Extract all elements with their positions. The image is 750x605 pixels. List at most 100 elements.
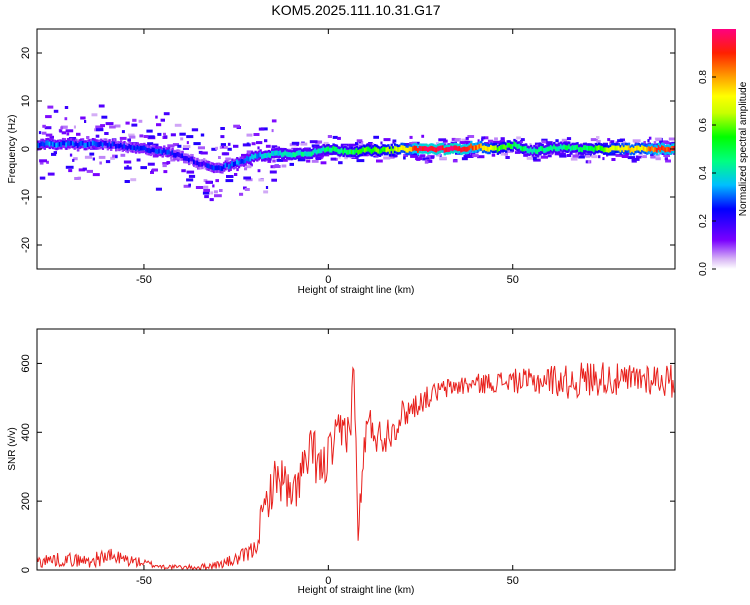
spectrogram-cell — [164, 149, 168, 155]
spectrogram-cell — [300, 151, 304, 157]
spectrogram-cell — [430, 143, 433, 146]
spectrogram-cell — [236, 164, 239, 167]
spectrogram-cell — [201, 166, 204, 170]
spectrogram-cell — [50, 145, 53, 149]
spectrogram-cell — [239, 192, 244, 196]
spectrogram-cell — [614, 143, 617, 146]
spectrogram-cell — [55, 147, 58, 151]
spectrogram-cell — [214, 170, 217, 173]
spectrogram-cell — [436, 146, 440, 152]
spectrogram-cell — [566, 143, 569, 146]
spectrogram-cell — [664, 147, 667, 153]
spectrogram-cell — [448, 144, 451, 147]
spectrogram-cell — [471, 150, 475, 154]
spectrogram-cell — [546, 144, 549, 147]
spectrogram-cell — [652, 147, 656, 153]
spectrogram-cell — [578, 144, 581, 148]
spectrogram-cell — [451, 151, 455, 154]
spectrogram-cell — [267, 157, 271, 160]
spectrogram-cell — [453, 145, 456, 151]
spectrogram-cell — [505, 156, 510, 159]
spectrogram-cell — [171, 155, 174, 158]
spectrogram-cell — [466, 155, 474, 158]
spectrogram-cell — [631, 146, 634, 152]
spectrogram-cell — [234, 166, 237, 169]
spectrogram-cell — [158, 148, 161, 154]
spectrogram-cell — [551, 143, 554, 147]
spectrogram-cell — [548, 151, 551, 154]
spectrogram-cell — [458, 143, 461, 146]
spectrogram-cell — [130, 178, 137, 182]
spectrogram-cell — [267, 149, 271, 153]
spectrogram-cell — [624, 150, 627, 153]
spectrogram-cell — [463, 143, 466, 147]
spectrogram-cell — [45, 140, 48, 146]
spectrogram-cell — [466, 151, 470, 154]
colorbar-tick-label: 0.4 — [698, 166, 709, 180]
spectrogram-cell — [558, 143, 561, 147]
spectrogram-cell — [476, 149, 480, 153]
spectrogram-cell — [91, 113, 98, 117]
spectrogram-cell — [186, 135, 194, 139]
spectrogram-cell — [186, 178, 194, 182]
spectrogram-cell — [569, 151, 573, 154]
spectrogram-cell — [446, 144, 450, 148]
spectrogram-cell — [493, 145, 496, 151]
spectrogram-cell — [661, 145, 664, 151]
spectrogram-cell — [47, 140, 50, 146]
spectrogram-cell — [382, 144, 385, 147]
spectrogram-cell — [657, 142, 661, 146]
spectrogram-cell — [616, 150, 619, 154]
spectrogram-cell — [264, 153, 267, 158]
spectrogram-cell — [152, 143, 159, 147]
spectrogram-cell — [193, 164, 196, 167]
spectrogram-cell — [615, 141, 619, 145]
spectrogram-cell — [481, 136, 486, 140]
spectrogram-cell — [407, 152, 410, 156]
spectrogram-cell — [415, 143, 418, 146]
spectrogram-cell — [60, 147, 63, 150]
spectrogram-cell — [181, 158, 184, 161]
spectrogram-cell — [76, 148, 80, 151]
spectrogram-cell — [271, 155, 274, 159]
spectrogram-cell — [534, 146, 538, 149]
spectrogram-cell — [631, 157, 640, 161]
spectrogram-cell — [647, 151, 651, 154]
spectrogram-cell — [144, 146, 148, 152]
spectrogram-cell — [315, 147, 319, 150]
spectrogram-cell — [85, 147, 88, 151]
spectrogram-cell — [511, 149, 514, 152]
spectrogram-cell — [365, 146, 368, 152]
spectrogram-cell — [545, 141, 548, 145]
spectrogram-cell — [609, 144, 612, 147]
spectrogram-cell — [591, 155, 598, 159]
spectrogram-cell — [574, 145, 578, 151]
spectrogram-cell — [120, 140, 123, 143]
spectrogram-cell — [417, 152, 420, 156]
spectrogram-cell — [312, 147, 315, 150]
spectrogram-cell — [373, 151, 377, 154]
spectrogram-cell — [477, 155, 485, 159]
spectrogram-cell — [604, 143, 607, 147]
spectrogram-cell — [138, 143, 141, 147]
spectrogram-cell — [46, 160, 49, 164]
spectrogram-cell — [143, 150, 146, 153]
spectrogram-cell — [446, 152, 450, 155]
spectrogram-cell — [355, 152, 358, 156]
spectrogram-cell — [664, 144, 667, 148]
spectrogram-cell — [148, 145, 151, 148]
spectrogram-cell — [566, 137, 572, 141]
spectrogram-cell — [604, 144, 607, 148]
spectrogram-cell — [51, 152, 57, 156]
spectrogram-cell — [81, 138, 85, 141]
spectrogram-cell — [116, 143, 120, 149]
spectrogram-cell — [519, 150, 523, 154]
spectrogram-cell — [159, 153, 163, 157]
spectrogram-cell — [523, 143, 526, 147]
spectrogram-cell — [58, 146, 61, 150]
spectrogram-cell — [198, 166, 201, 170]
spectrogram-cell — [297, 158, 306, 162]
spectrogram-cell — [131, 145, 134, 151]
spectrogram-cell — [428, 143, 432, 147]
spectrogram-cell — [148, 153, 151, 156]
